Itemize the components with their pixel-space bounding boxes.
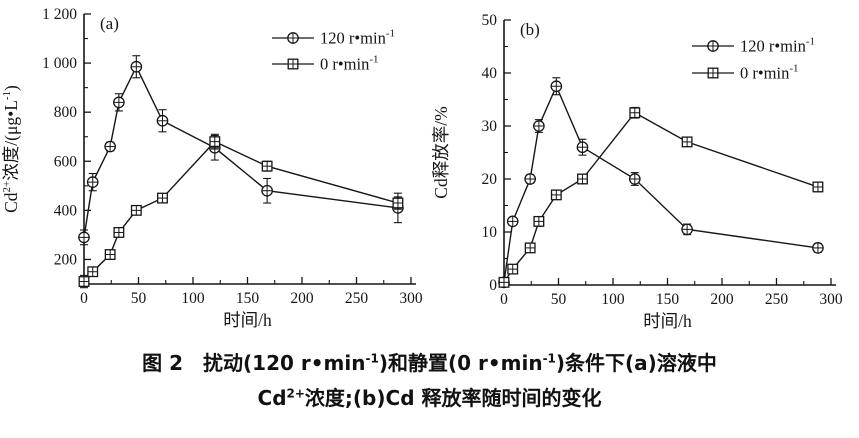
panel-label: (b): [520, 20, 540, 39]
x-tick-label: 0: [80, 290, 88, 307]
x-axis-title: 时间/h: [643, 311, 692, 331]
legend-label: 120 r•min-1: [320, 28, 395, 48]
figure-caption-line2: Cd2+浓度;(b)Cd 释放率随时间的变化: [0, 381, 859, 416]
y-tick-label: 200: [54, 251, 78, 268]
chart-svg: 0 50 100 150 200 250 300 0 10 20 30 40 50 120 r•min-1…: [431, 12, 843, 331]
chart-panel-b: 0 50 100 150 200 250 300 0 10 20 30 40 50 120 r•min-1…: [430, 0, 859, 343]
y-tick-label: 600: [54, 153, 78, 170]
x-tick-label: 50: [551, 291, 567, 308]
x-tick-label: 150: [236, 290, 260, 307]
x-tick-label: 250: [345, 290, 369, 307]
chart-svg: 0 50 100 150 200 250 300 200 400 600 800 1 000 1 200…: [1, 6, 423, 330]
x-tick-label: 150: [656, 291, 680, 308]
x-axis-title: 时间/h: [223, 310, 272, 330]
caption-text: 浓度;(b)Cd 释放率随时间的变化: [304, 386, 602, 410]
y-tick-label: 40: [482, 65, 498, 82]
y-tick-label: 1 200: [42, 6, 77, 23]
y-tick-label: 10: [482, 224, 498, 241]
x-tick-label: 0: [500, 291, 508, 308]
caption-superscript: -1: [542, 351, 556, 366]
charts-row: 0 50 100 150 200 250 300 200 400 600 800 1 000 1 200…: [0, 0, 859, 343]
caption-text: 图 2 扰动(120 r•min: [142, 351, 366, 375]
caption-text: )条件下(a)溶液中: [555, 351, 717, 375]
legend-label: 120 r•min-1: [740, 36, 815, 56]
y-tick-label: 400: [54, 202, 78, 219]
y-tick-label: 20: [482, 171, 498, 188]
y-axis-title: Cd释放率/%: [431, 106, 451, 198]
y-tick-label: 1 000: [42, 55, 77, 72]
figure-caption-line1: 图 2 扰动(120 r•min-1)和静置(0 r•min-1)条件下(a)溶…: [0, 346, 859, 381]
panel-label: (a): [100, 14, 119, 33]
caption-text: Cd: [257, 386, 287, 410]
chart-panel-a: 0 50 100 150 200 250 300 200 400 600 800 1 000 1 200…: [0, 0, 430, 343]
x-tick-label: 200: [710, 291, 734, 308]
x-tick-label: 200: [290, 290, 314, 307]
caption-superscript: -1: [365, 351, 379, 366]
y-tick-label: 30: [482, 118, 498, 135]
y-axis-title: Cd2+浓度/(μg•L-1): [1, 85, 21, 213]
x-tick-label: 250: [765, 291, 789, 308]
y-tick-label: 50: [482, 12, 498, 29]
x-tick-label: 100: [601, 291, 625, 308]
caption-text: )和静置(0 r•min: [378, 351, 543, 375]
legend-label: 0 r•min-1: [320, 54, 379, 74]
y-tick-label: 0: [489, 277, 497, 294]
x-tick-label: 50: [131, 290, 147, 307]
caption-superscript: 2+: [286, 386, 305, 401]
legend-label: 0 r•min-1: [740, 63, 799, 83]
x-tick-label: 300: [399, 290, 423, 307]
x-tick-label: 100: [181, 290, 205, 307]
x-tick-label: 300: [819, 291, 843, 308]
series-line-0: [503, 84, 819, 283]
y-tick-label: 800: [54, 104, 78, 121]
figure-caption: 图 2 扰动(120 r•min-1)和静置(0 r•min-1)条件下(a)溶…: [0, 346, 859, 416]
